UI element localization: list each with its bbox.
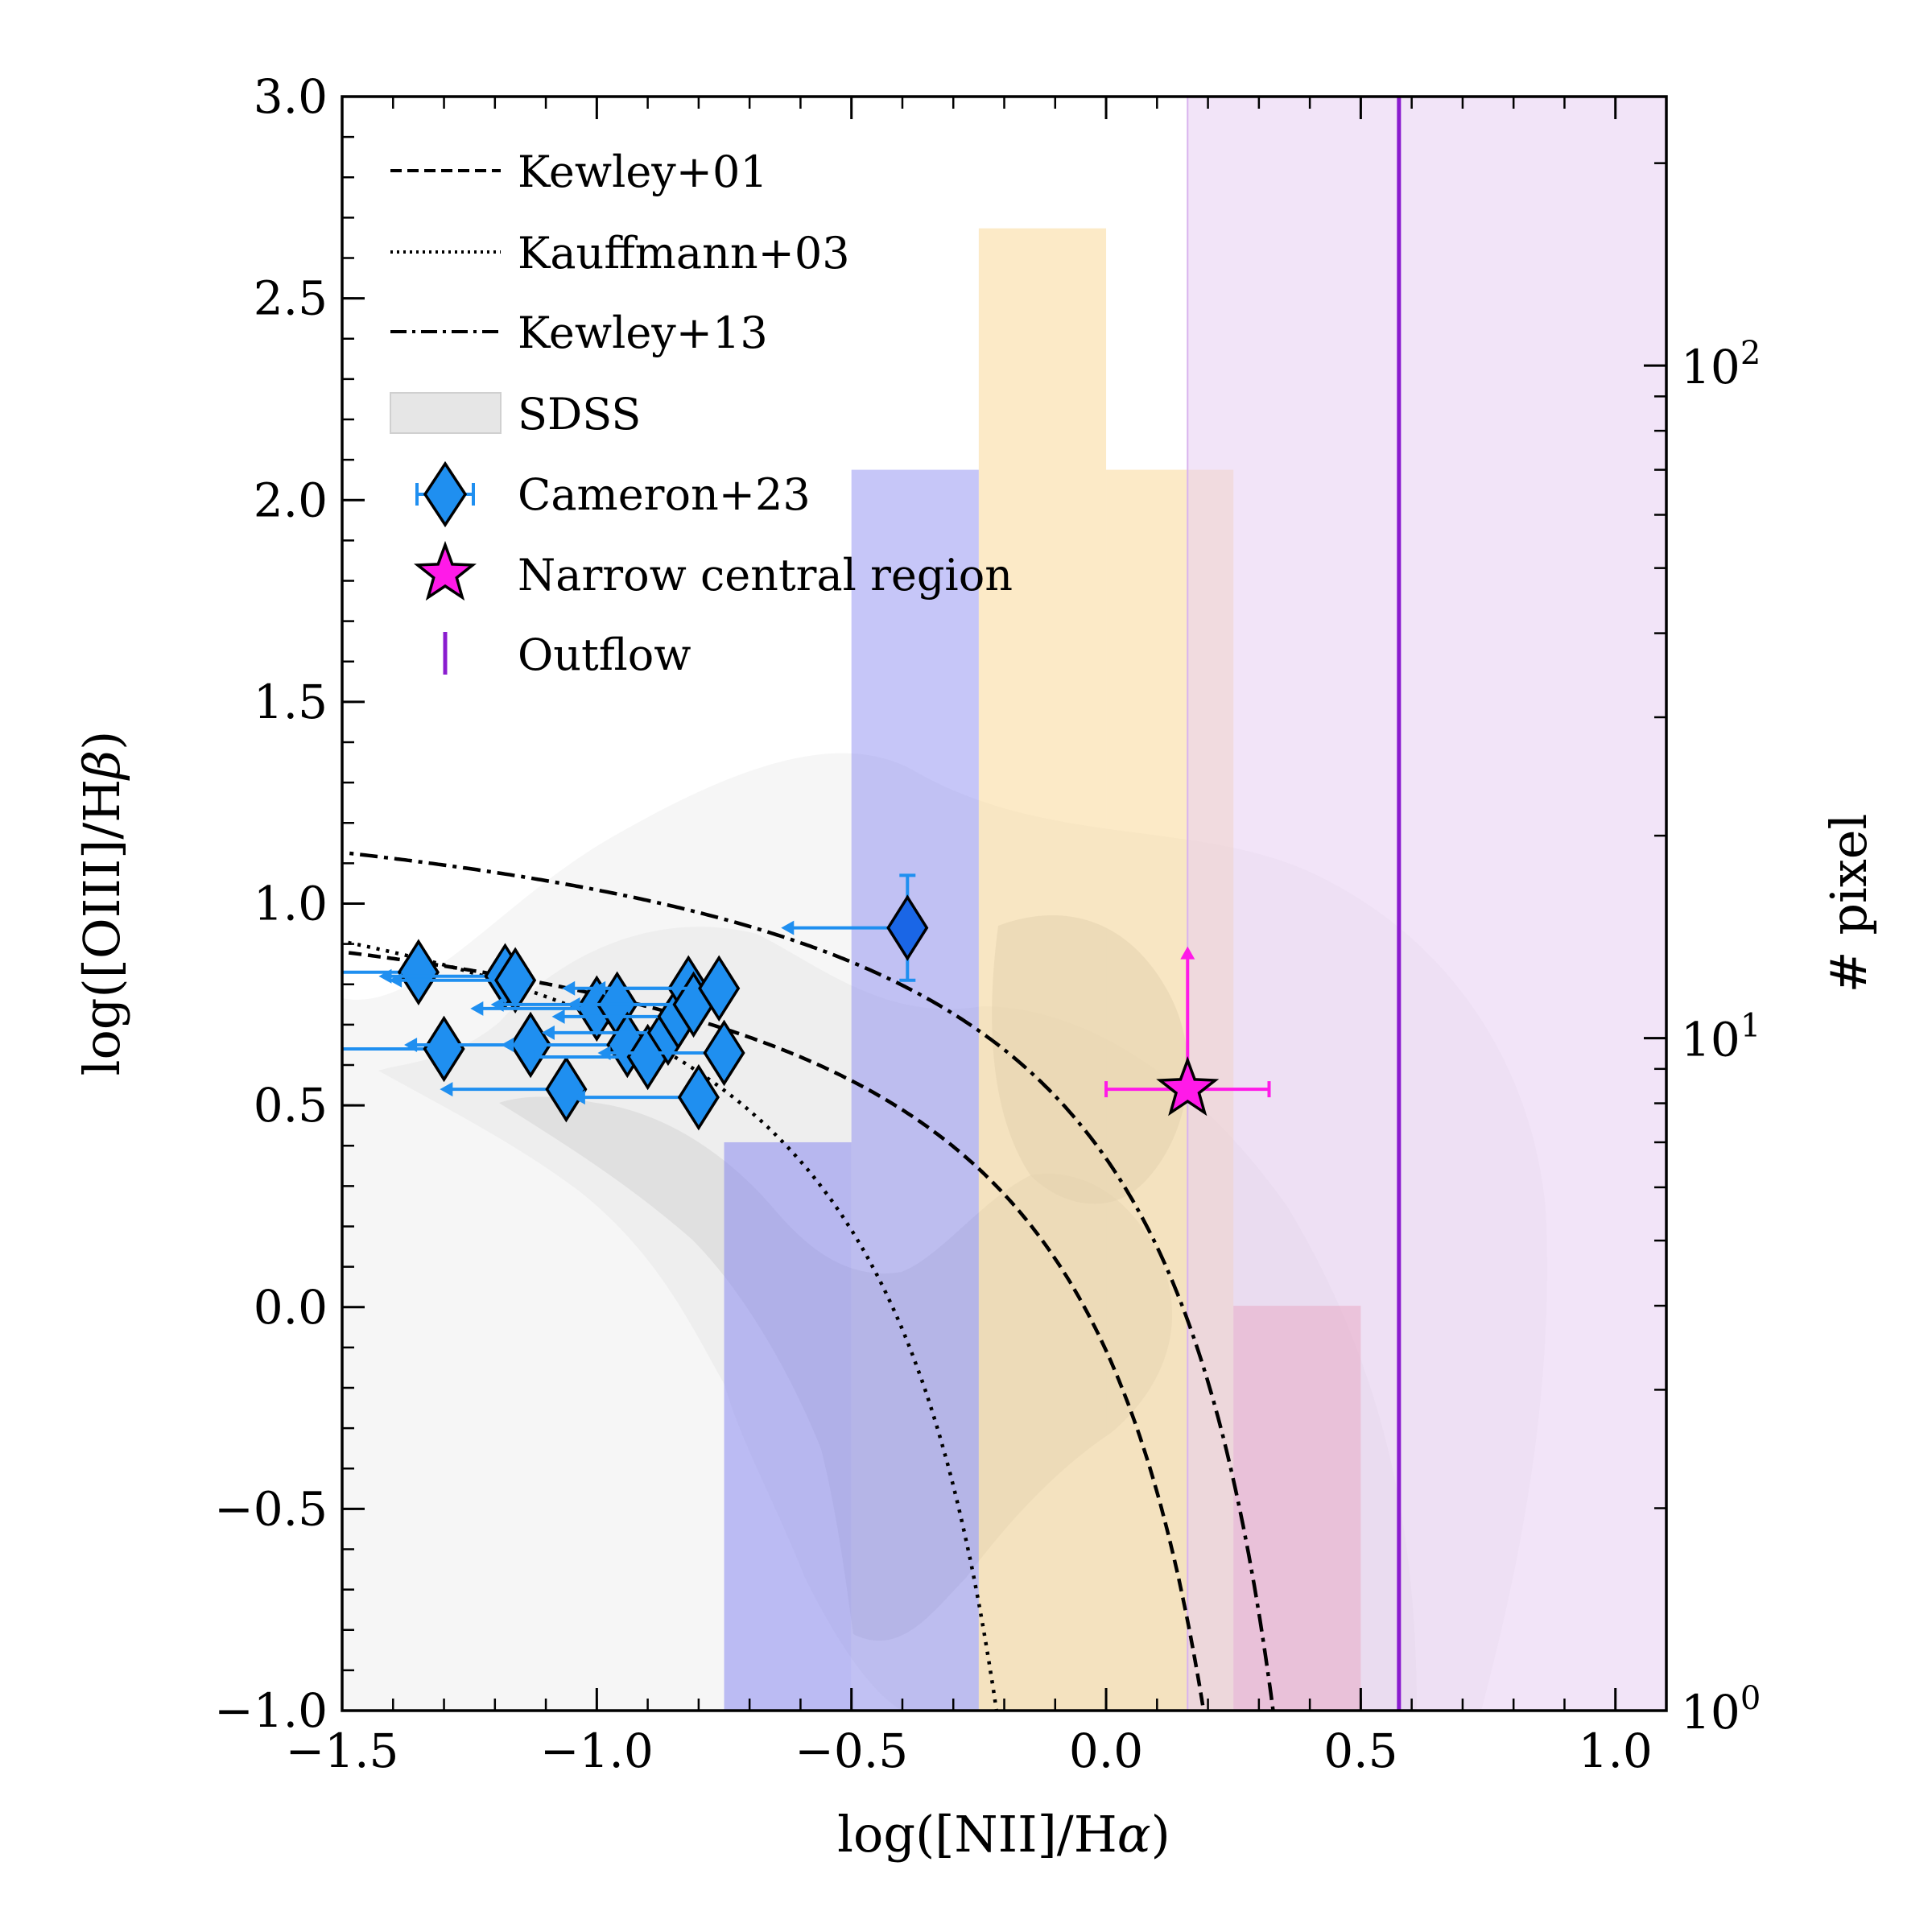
arrow-head	[567, 997, 580, 1012]
arrow-head	[1180, 946, 1195, 960]
arrow-head	[470, 1001, 484, 1016]
diamond-marker	[703, 1019, 745, 1087]
kewley13-curve	[342, 850, 1275, 1711]
cameron23-points	[292, 873, 929, 1131]
legend-sdss-label: SDSS	[518, 389, 641, 440]
narrow-central-region-point	[1104, 946, 1271, 1117]
arrow-head	[521, 1049, 535, 1064]
arrow-head	[562, 980, 576, 996]
y2-tick-label: 100	[1681, 1680, 1761, 1740]
x-tick-label: 0.5	[1323, 1724, 1397, 1778]
arrow-head	[378, 968, 392, 984]
legend-sdss-patch	[390, 392, 502, 434]
axis-ticks	[341, 95, 1668, 1712]
hist-bar-2	[978, 228, 1107, 1711]
arrow-head	[541, 1025, 555, 1040]
hist-bar-0	[724, 1141, 852, 1711]
x-tick-label: −0.5	[795, 1724, 908, 1778]
x-tick-label: −1.0	[540, 1724, 654, 1778]
x-tick-label: −1.5	[286, 1724, 399, 1778]
cameron23-point-14	[572, 1063, 720, 1131]
legend-cameron23-label: Cameron+23	[518, 469, 811, 520]
x-tick-label: 0.0	[1069, 1724, 1143, 1778]
legend-cameron23-marker	[415, 460, 475, 528]
axis-tick-labels: −1.5 −1.0 −0.5 0.0 0.5 1.0−1.0−0.50.00.51.01.…	[214, 69, 1761, 1778]
y2-tick-label: 101	[1681, 1008, 1761, 1067]
x-axis-title: log([NII]/Hα)	[837, 1805, 1170, 1864]
legend-kauffmann03-label: Kauffmann+03	[518, 228, 850, 279]
legend-narrow-label: Narrow central region	[518, 550, 1013, 601]
arrow-head	[440, 1082, 453, 1097]
diamond-marker	[397, 939, 440, 1005]
cameron23-point-15	[592, 955, 741, 1022]
y-tick-label: −1.0	[214, 1683, 328, 1738]
legend-kewley01-label: Kewley+01	[518, 147, 768, 197]
legend-star-icon	[413, 540, 477, 601]
diamond-marker	[423, 1015, 465, 1083]
cameron23-point-0	[292, 939, 440, 1005]
arrow-head	[597, 1045, 611, 1060]
arrow-head	[501, 1037, 514, 1052]
y-tick-label: 0.0	[254, 1280, 328, 1335]
y-axis-title: log([OIII]/Hβ)	[72, 731, 131, 1076]
diamond-marker	[545, 1055, 588, 1123]
legend-outflow-label: Outflow	[518, 630, 691, 680]
outflow-span	[1187, 97, 1666, 1711]
x-tick-label: 1.0	[1579, 1724, 1653, 1778]
arrow-head	[404, 1037, 418, 1052]
cameron23-point-5	[440, 1055, 588, 1123]
y-tick-label: 1.5	[254, 675, 328, 729]
y-tick-label: 2.0	[254, 473, 328, 527]
kewley01-curve	[342, 950, 1206, 1711]
cameron23-point-17	[781, 873, 929, 982]
y-tick-label: 3.0	[254, 69, 328, 124]
diamond-marker	[698, 955, 741, 1022]
diamond-marker	[677, 1063, 720, 1131]
arrow-head	[551, 1009, 565, 1024]
cameron23-point-3	[389, 947, 537, 1014]
outflow-marker	[1187, 97, 1666, 1711]
demarcation-lines	[342, 850, 1275, 1711]
legend-kewley13-label: Kewley+13	[518, 308, 768, 358]
arrow-head	[490, 997, 504, 1012]
arrow-head	[318, 1042, 331, 1056]
diamond-marker	[494, 947, 537, 1014]
star-marker	[1156, 1056, 1220, 1117]
arrow-head	[292, 965, 305, 980]
y2-tick-label: 102	[1681, 335, 1761, 394]
y-tick-label: 0.5	[254, 1078, 328, 1133]
y2-axis-title: # pixel	[1819, 814, 1878, 993]
y-tick-label: 2.5	[254, 271, 328, 326]
arrow-head	[389, 972, 402, 988]
cameron23-point-1	[318, 1015, 465, 1083]
arrow-head	[572, 1090, 585, 1105]
legend: Kewley+01 Kauffmann+03 Kewley+13 SDSS Ca…	[390, 147, 1013, 680]
y-tick-label: 1.0	[254, 877, 328, 931]
arrow-head	[592, 980, 606, 996]
cameron23-point-16	[597, 1019, 745, 1087]
arrow-head	[781, 920, 795, 935]
y-tick-label: −0.5	[214, 1481, 328, 1536]
diamond-marker	[886, 894, 929, 961]
